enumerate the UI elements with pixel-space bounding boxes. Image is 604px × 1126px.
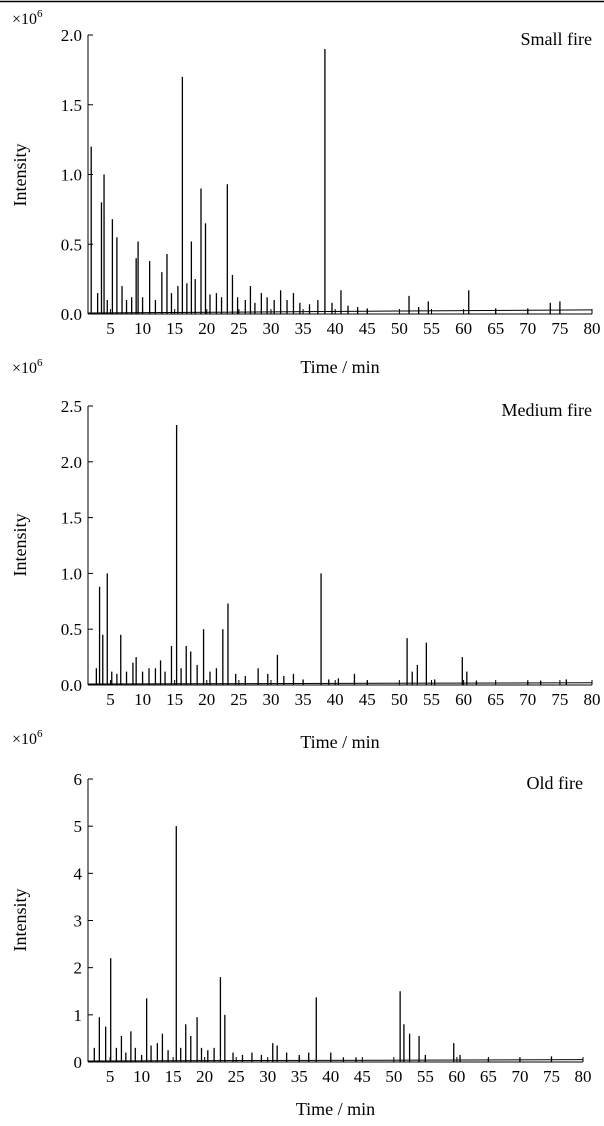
panel-title: Old fire [527, 773, 583, 793]
y-tick-label: 4 [74, 864, 83, 883]
y-tick-label: 1.0 [61, 166, 82, 185]
x-tick-label: 75 [551, 319, 568, 338]
x-tick-label: 45 [359, 690, 376, 709]
y-tick-label: 2 [74, 959, 83, 978]
y-tick-label: 3 [74, 912, 83, 931]
x-axis-label: Time / min [296, 1099, 375, 1119]
y-tick-label: 1.5 [61, 509, 82, 528]
x-tick-label: 75 [551, 690, 568, 709]
x-tick-label: 80 [575, 1067, 592, 1086]
y-tick-label: 0.0 [61, 676, 82, 695]
y-tick-label: 5 [74, 817, 83, 836]
x-tick-label: 15 [166, 319, 183, 338]
scale-base: ×10 [12, 731, 37, 748]
y-tick-label: 0.0 [61, 305, 82, 324]
x-tick-label: 45 [359, 319, 376, 338]
x-tick-label: 55 [423, 319, 440, 338]
x-tick-label: 40 [327, 690, 344, 709]
x-tick-label: 20 [198, 319, 215, 338]
x-tick-label: 80 [584, 690, 601, 709]
x-tick-label: 70 [519, 690, 536, 709]
x-tick-label: 60 [448, 1067, 465, 1086]
scale-base: ×10 [12, 11, 37, 28]
x-tick-label: 55 [417, 1067, 434, 1086]
x-tick-label: 70 [511, 1067, 528, 1086]
x-tick-label: 35 [295, 690, 312, 709]
y-tick-label: 6 [74, 770, 83, 789]
scale-exponent: 6 [37, 357, 43, 369]
y-axis-label: Intensity [10, 144, 30, 207]
x-tick-label: 15 [165, 1067, 182, 1086]
x-tick-label: 40 [322, 1067, 339, 1086]
x-tick-label: 65 [487, 690, 504, 709]
chart-panel-1: 0.0 0.5 1.0 1.5 2.0 5 10 15 20 25 30 35 40 45 50 55 60 65… [10, 8, 601, 377]
x-tick-label: 20 [198, 690, 215, 709]
scale-exponent: 6 [37, 8, 43, 20]
x-tick-label: 5 [106, 1067, 115, 1086]
x-tick-label: 80 [584, 319, 601, 338]
x-tick-label: 25 [228, 1067, 245, 1086]
x-tick-label: 30 [262, 319, 279, 338]
y-tick-label: 1.5 [61, 96, 82, 115]
y-scale-factor: ×106 [12, 8, 43, 28]
scale-exponent: 6 [37, 728, 43, 740]
panel-title: Medium fire [502, 400, 592, 420]
x-tick-label: 60 [455, 319, 472, 338]
x-tick-label: 30 [262, 690, 279, 709]
y-scale-factor: ×106 [12, 357, 43, 377]
x-tick-label: 40 [327, 319, 344, 338]
chromatogram-baseline [87, 682, 593, 685]
x-tick-label: 25 [230, 319, 247, 338]
x-tick-label: 25 [230, 690, 247, 709]
y-tick-label: 0.5 [61, 235, 82, 254]
panel-title: Small fire [521, 29, 592, 49]
y-tick-label: 0 [74, 1053, 83, 1072]
x-tick-label: 5 [106, 690, 115, 709]
y-axis-label: Intensity [10, 514, 30, 577]
x-tick-label: 35 [295, 319, 312, 338]
x-tick-label: 35 [291, 1067, 308, 1086]
x-tick-label: 65 [480, 1067, 497, 1086]
x-tick-label: 75 [543, 1067, 560, 1086]
y-tick-label: 1.0 [61, 564, 82, 583]
y-tick-label: 1 [74, 1006, 83, 1025]
x-tick-label: 45 [354, 1067, 371, 1086]
scale-base: ×10 [12, 360, 37, 377]
chromatogram-baseline [87, 1059, 584, 1062]
x-tick-label: 5 [106, 319, 115, 338]
x-axis-label: Time / min [300, 732, 379, 752]
y-axis-label: Intensity [10, 889, 30, 952]
chromatogram-baseline [87, 309, 593, 314]
x-tick-label: 65 [487, 319, 504, 338]
x-tick-label: 10 [134, 319, 151, 338]
x-tick-label: 55 [423, 690, 440, 709]
y-tick-label: 0.5 [61, 620, 82, 639]
y-tick-label: 2.5 [61, 397, 82, 416]
x-tick-label: 50 [385, 1067, 402, 1086]
x-tick-label: 15 [166, 690, 183, 709]
x-tick-label: 60 [455, 690, 472, 709]
x-tick-label: 50 [391, 319, 408, 338]
x-tick-label: 70 [519, 319, 536, 338]
x-tick-label: 20 [196, 1067, 213, 1086]
chart-panel-2: 0.0 0.5 1.0 1.5 2.0 2.5 5 10 15 20 25 30 35 40 45 50 55 6… [10, 357, 601, 752]
x-axis-label: Time / min [300, 357, 379, 377]
y-scale-factor: ×106 [12, 728, 43, 748]
y-tick-label: 2.0 [61, 453, 82, 472]
x-tick-label: 10 [134, 690, 151, 709]
y-tick-label: 2.0 [61, 26, 82, 45]
x-tick-label: 30 [259, 1067, 276, 1086]
x-tick-label: 10 [133, 1067, 150, 1086]
x-tick-label: 50 [391, 690, 408, 709]
